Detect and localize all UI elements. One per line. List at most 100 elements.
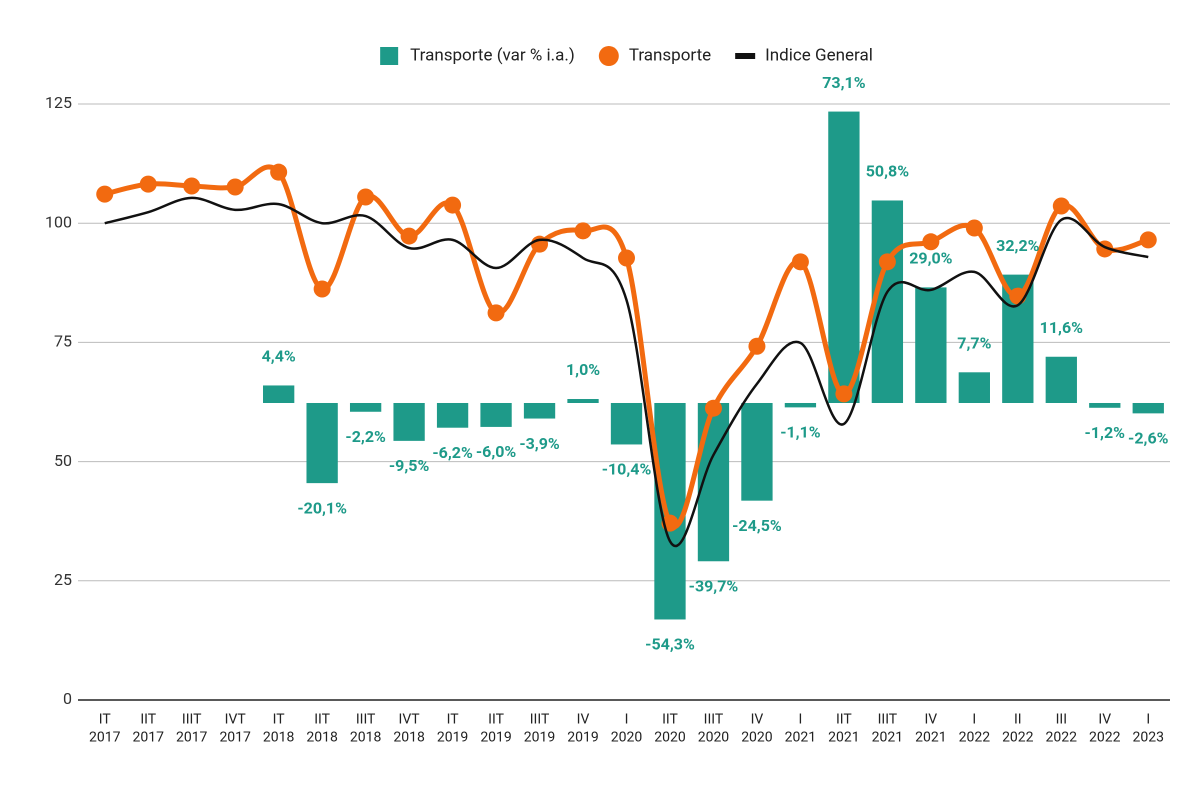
x-tick-label: IIIT xyxy=(878,712,898,728)
x-tick-label: IV xyxy=(1098,712,1111,728)
marker xyxy=(139,175,157,193)
bar xyxy=(480,402,512,427)
bar xyxy=(1132,402,1164,414)
x-tick-label: 2017 xyxy=(219,730,251,746)
bar xyxy=(1045,356,1077,403)
x-tick-label: 2017 xyxy=(132,730,164,746)
line xyxy=(104,196,1149,548)
marker xyxy=(531,235,549,253)
x-tick-label: 2018 xyxy=(306,730,338,746)
data-label: 73,1% xyxy=(822,73,865,92)
marker xyxy=(791,253,809,271)
bar xyxy=(915,287,947,403)
x-tick-label: 2019 xyxy=(524,730,555,746)
data-label: -1,1% xyxy=(780,423,821,442)
x-tick-label: 2021 xyxy=(828,730,859,746)
x-tick-label: 2019 xyxy=(437,730,468,746)
x-tick-label: 2022 xyxy=(1089,730,1121,746)
x-tick-label: 2021 xyxy=(915,730,946,746)
bar xyxy=(393,402,425,441)
data-label: 4,4% xyxy=(262,347,296,366)
marker xyxy=(574,222,592,240)
data-label: 32,2% xyxy=(996,236,1039,255)
legend-label: Transporte xyxy=(629,45,711,65)
x-tick-label: I xyxy=(799,712,803,728)
marker xyxy=(1139,231,1157,249)
marker xyxy=(400,227,418,245)
x-tick-label: I xyxy=(625,712,629,728)
x-tick-label: III xyxy=(1056,712,1067,728)
bar xyxy=(828,111,860,403)
data-label: 11,6% xyxy=(1040,318,1083,337)
x-tick-label: 2020 xyxy=(611,730,643,746)
data-label: -6,0% xyxy=(476,442,517,461)
data-label: 29,0% xyxy=(909,249,952,268)
x-tick-label: 2020 xyxy=(741,730,773,746)
y-tick-label: 100 xyxy=(45,212,72,231)
data-label: 1,0% xyxy=(566,360,600,379)
x-tick-label: IT xyxy=(99,712,112,728)
data-label: -20,1% xyxy=(297,498,347,517)
legend-label: Transporte (var % i.a.) xyxy=(410,45,575,65)
x-tick-label: 2022 xyxy=(959,730,991,746)
x-tick-label: 2021 xyxy=(872,730,903,746)
x-tick-label: IIT xyxy=(488,712,504,728)
marker xyxy=(313,280,331,298)
line xyxy=(104,164,1149,529)
x-tick-label: IT xyxy=(273,712,286,728)
marker xyxy=(226,178,244,196)
x-tick-label: 2019 xyxy=(480,730,511,746)
bar xyxy=(263,385,295,403)
x-tick-label: 2018 xyxy=(350,730,382,746)
bar xyxy=(741,402,773,501)
x-tick-label: 2017 xyxy=(89,730,121,746)
x-tick-label: IV xyxy=(924,712,937,728)
legend-swatch xyxy=(735,53,756,59)
data-label: -39,7% xyxy=(689,576,739,595)
x-tick-label: 2023 xyxy=(1133,730,1164,746)
x-tick-label: IVT xyxy=(225,712,247,728)
bar xyxy=(958,372,990,403)
data-label: -54,3% xyxy=(645,635,695,654)
marker xyxy=(922,233,940,251)
marker xyxy=(487,304,505,322)
legend: Transporte (var % i.a.) Transporte Indice … xyxy=(380,45,873,66)
y-tick-label: 125 xyxy=(45,93,72,112)
x-tick-label: IIIT xyxy=(530,712,550,728)
y-tick-label: 0 xyxy=(63,689,72,708)
x-tick-label: IIT xyxy=(662,712,678,728)
x-tick-label: IIT xyxy=(140,712,156,728)
bar xyxy=(349,402,382,412)
marker xyxy=(96,185,114,203)
x-tick-label: IIIT xyxy=(182,712,202,728)
x-tick-label: 2020 xyxy=(654,730,686,746)
x-tick-label: IIIT xyxy=(704,712,724,728)
marker xyxy=(748,337,766,355)
data-label: -3,9% xyxy=(519,434,560,453)
y-tick-label: 75 xyxy=(54,332,72,351)
x-tick-label: 2020 xyxy=(698,730,730,746)
x-tick-label: 2022 xyxy=(1046,730,1078,746)
data-label: 7,7% xyxy=(957,334,991,353)
data-label: -2,2% xyxy=(345,427,386,446)
x-tick-label: IV xyxy=(751,712,764,728)
marker xyxy=(357,188,375,206)
x-tick-label: 2018 xyxy=(393,730,425,746)
x-tick-label: 2019 xyxy=(567,730,598,746)
y-tick-label: 25 xyxy=(54,570,72,589)
x-tick-label: 2021 xyxy=(785,730,816,746)
data-label: -2,6% xyxy=(1128,429,1169,448)
bar xyxy=(523,402,556,419)
marker xyxy=(704,399,722,417)
x-tick-label: 2017 xyxy=(176,730,208,746)
marker xyxy=(878,253,896,271)
x-tick-label: IVT xyxy=(399,712,421,728)
x-tick-label: I xyxy=(1146,712,1150,728)
x-tick-label: II xyxy=(1014,712,1022,728)
legend-swatch xyxy=(598,46,619,66)
x-tick-label: IIIT xyxy=(356,712,376,728)
x-tick-label: IT xyxy=(447,712,460,728)
bar xyxy=(567,399,599,403)
x-tick-label: IIT xyxy=(314,712,330,728)
